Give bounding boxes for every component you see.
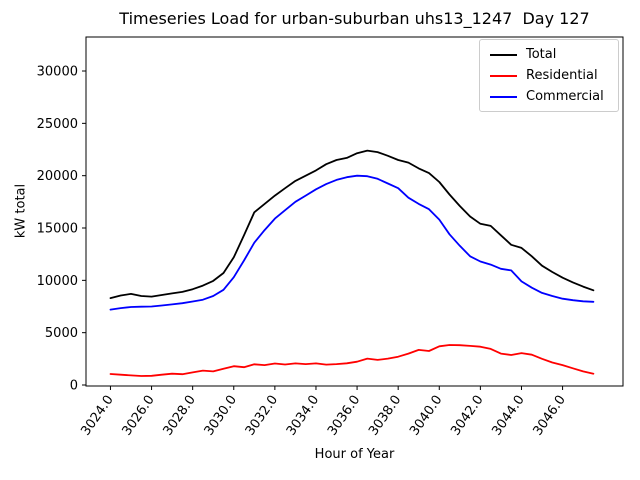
x-tick-label: 3028.0: [161, 393, 199, 439]
x-tick-label: 3030.0: [202, 393, 240, 439]
series-line-residential: [109, 344, 595, 377]
series-line-commercial: [109, 174, 595, 311]
legend-item-residential: Residential: [490, 68, 610, 83]
chart-title: Timeseries Load for urban-suburban uhs13…: [119, 9, 590, 28]
y-tick-label: 10000: [37, 274, 78, 289]
x-tick-label: 3046.0: [530, 393, 568, 439]
y-tick-label: 0: [70, 379, 78, 394]
legend-label-total: Total: [526, 47, 557, 62]
residential-line-swatch: [490, 74, 517, 77]
series-line-total: [109, 149, 595, 300]
commercial-line-swatch: [490, 95, 517, 98]
y-tick-label: 20000: [37, 169, 78, 184]
x-tick-label: 3032.0: [243, 393, 281, 439]
x-tick-label: 3024.0: [78, 393, 116, 439]
y-tick-label: 30000: [37, 65, 78, 80]
x-tick-label: 3036.0: [325, 393, 363, 439]
legend-label-commercial: Commercial: [526, 89, 604, 104]
x-tick-label: 3038.0: [366, 393, 404, 439]
x-axis-label: Hour of Year: [314, 447, 395, 462]
y-tick-label: 5000: [45, 326, 78, 341]
axes-frame: [85, 36, 624, 387]
legend: Total Residential Commercial: [479, 39, 619, 112]
legend-item-total: Total: [490, 47, 610, 62]
x-tick-label: 3034.0: [284, 393, 322, 439]
legend-item-commercial: Commercial: [490, 89, 610, 104]
y-tick-label: 15000: [37, 222, 78, 237]
x-tick-label: 3042.0: [448, 393, 486, 439]
x-tick-label: 3044.0: [489, 393, 527, 439]
y-tick-label: 25000: [37, 117, 78, 132]
x-tick-label: 3040.0: [407, 393, 445, 439]
legend-label-residential: Residential: [526, 68, 598, 83]
y-axis-label: kW total: [13, 183, 29, 239]
x-tick-label: 3026.0: [119, 393, 157, 439]
total-line-swatch: [490, 53, 517, 56]
